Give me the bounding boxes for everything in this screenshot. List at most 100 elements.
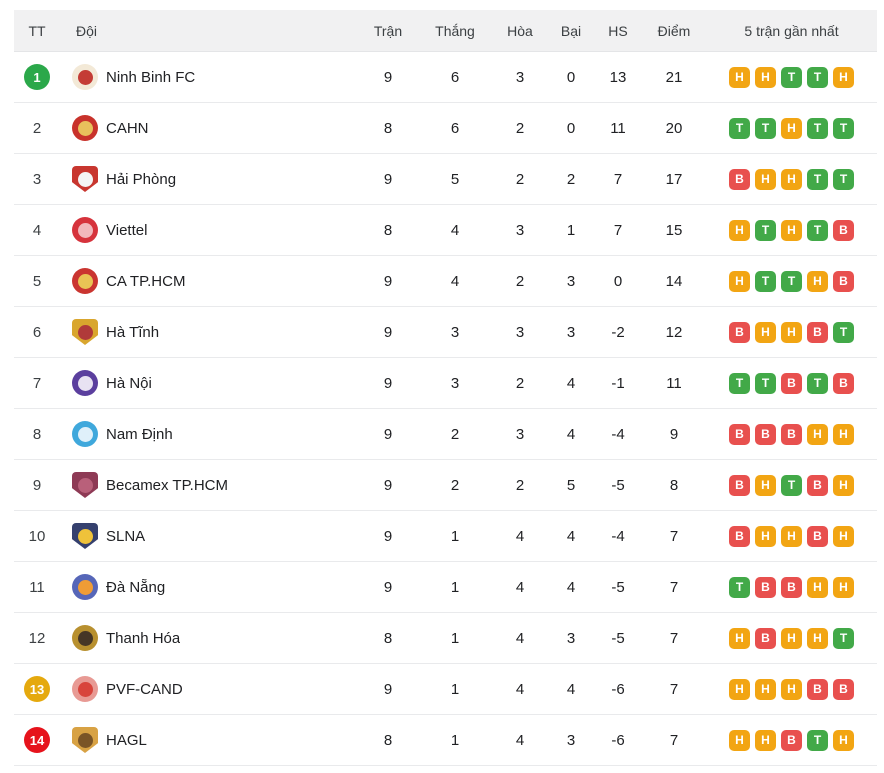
points-cell: 21 xyxy=(665,68,683,86)
lost-cell: 3 xyxy=(566,272,576,290)
team-logo-emblem xyxy=(77,273,93,289)
team-logo-icon xyxy=(72,166,98,192)
league-standings-table: TT Đội Trận Thắng Hòa Bại HS Điểm 5 trận… xyxy=(14,10,877,766)
position-text: 8 xyxy=(32,425,42,443)
team-logo-emblem xyxy=(77,222,93,238)
form-result-badge: B xyxy=(755,576,776,598)
table-row[interactable]: 9 Becamex TP.HCM 9 2 2 5 -5 8 B H T B H xyxy=(14,460,877,511)
team-name: Đà Nẵng xyxy=(106,578,166,596)
won-cell: 4 xyxy=(450,272,460,290)
lost-cell: 4 xyxy=(566,425,576,443)
position-badge: 14 xyxy=(24,727,50,753)
goal-difference-cell: 11 xyxy=(610,119,626,137)
position-text: 6 xyxy=(32,323,42,341)
table-body: 1 Ninh Binh FC 9 6 3 0 13 21 H H T T H 2 CAHN 8 6 2 0 11 20 T… xyxy=(14,52,877,766)
won-cell: 6 xyxy=(450,68,460,86)
team-logo-emblem xyxy=(77,120,93,136)
table-row[interactable]: 7 Hà Nội 9 3 2 4 -1 11 T T B T B xyxy=(14,358,877,409)
table-row[interactable]: 6 Hà Tĩnh 9 3 3 3 -2 12 B H H B T xyxy=(14,307,877,358)
table-row[interactable]: 12 Thanh Hóa 8 1 4 3 -5 7 H B H H T xyxy=(14,613,877,664)
position-cell: 7 xyxy=(14,375,60,392)
team-logo-icon xyxy=(72,421,98,447)
lost-cell: 4 xyxy=(566,527,576,545)
form-result-badge: H xyxy=(833,66,854,88)
played-cell: 9 xyxy=(383,476,393,494)
team-logo-emblem xyxy=(77,477,93,493)
position-cell: 5 xyxy=(14,273,60,290)
form-result-badge: B xyxy=(729,474,750,496)
header-points: Điểm xyxy=(657,22,691,39)
drawn-cell: 2 xyxy=(515,170,525,188)
team-cell: CA TP.HCM xyxy=(60,268,358,294)
form-result-badge: H xyxy=(729,219,750,241)
form-result-badge: B xyxy=(729,168,750,190)
form-result-badge: B xyxy=(755,627,776,649)
table-row[interactable]: 14 HAGL 8 1 4 3 -6 7 H H B T H xyxy=(14,715,877,766)
played-cell: 8 xyxy=(383,119,393,137)
position-text: 11 xyxy=(29,578,45,596)
form-result-badge: T xyxy=(807,729,828,751)
lost-cell: 0 xyxy=(566,119,576,137)
won-cell: 4 xyxy=(450,221,460,239)
form-result-badge: H xyxy=(755,474,776,496)
form-result-badge: H xyxy=(833,474,854,496)
form-result-badge: T xyxy=(729,576,750,598)
form-result-badge: H xyxy=(833,576,854,598)
drawn-cell: 2 xyxy=(515,476,525,494)
table-row[interactable]: 3 Hải Phòng 9 5 2 2 7 17 B H H T T xyxy=(14,154,877,205)
team-logo-emblem xyxy=(77,324,93,340)
won-cell: 1 xyxy=(450,578,460,596)
position-text: 5 xyxy=(32,272,42,290)
team-logo-icon xyxy=(72,472,98,498)
form-result-badge: H xyxy=(807,270,828,292)
position-cell: 8 xyxy=(14,426,60,443)
form-result-badge: H xyxy=(807,423,828,445)
played-cell: 9 xyxy=(383,272,393,290)
form-result-badge: T xyxy=(781,66,802,88)
position-badge: 1 xyxy=(24,64,50,90)
form-result-badge: B xyxy=(729,321,750,343)
goal-difference-cell: -4 xyxy=(611,527,625,545)
table-row[interactable]: 5 CA TP.HCM 9 4 2 3 0 14 H T T H B xyxy=(14,256,877,307)
form-result-badge: T xyxy=(781,270,802,292)
team-logo-icon xyxy=(72,370,98,396)
form-result-badge: H xyxy=(833,423,854,445)
form-result-badge: T xyxy=(755,219,776,241)
table-row[interactable]: 2 CAHN 8 6 2 0 11 20 T T H T T xyxy=(14,103,877,154)
team-logo-emblem xyxy=(77,171,93,187)
goal-difference-cell: 7 xyxy=(613,170,623,188)
played-cell: 9 xyxy=(383,323,393,341)
table-row[interactable]: 11 Đà Nẵng 9 1 4 4 -5 7 T B B H H xyxy=(14,562,877,613)
goal-difference-cell: -5 xyxy=(611,476,625,494)
played-cell: 9 xyxy=(383,680,393,698)
table-row[interactable]: 13 PVF-CAND 9 1 4 4 -6 7 H H H B B xyxy=(14,664,877,715)
lost-cell: 4 xyxy=(566,680,576,698)
team-cell: HAGL xyxy=(60,727,358,753)
goal-difference-cell: -6 xyxy=(611,680,625,698)
form-result-badge: H xyxy=(833,525,854,547)
team-logo-emblem xyxy=(77,69,93,85)
points-cell: 7 xyxy=(669,731,679,749)
form-result-badge: T xyxy=(807,66,828,88)
position-cell: 9 xyxy=(14,477,60,494)
played-cell: 9 xyxy=(383,68,393,86)
played-cell: 9 xyxy=(383,374,393,392)
team-name: CA TP.HCM xyxy=(106,272,186,290)
form-result-badge: T xyxy=(807,219,828,241)
drawn-cell: 4 xyxy=(515,527,525,545)
table-row[interactable]: 8 Nam Định 9 2 3 4 -4 9 B B B H H xyxy=(14,409,877,460)
lost-cell: 3 xyxy=(566,629,576,647)
form-result-badge: T xyxy=(807,372,828,394)
table-row[interactable]: 1 Ninh Binh FC 9 6 3 0 13 21 H H T T H xyxy=(14,52,877,103)
form-result-badge: B xyxy=(833,678,854,700)
header-team: Đội xyxy=(76,22,98,39)
table-row[interactable]: 4 Viettel 8 4 3 1 7 15 H T H T B xyxy=(14,205,877,256)
header-drawn: Hòa xyxy=(507,22,533,39)
team-logo-emblem xyxy=(77,528,93,544)
table-row[interactable]: 10 SLNA 9 1 4 4 -4 7 B H H B H xyxy=(14,511,877,562)
